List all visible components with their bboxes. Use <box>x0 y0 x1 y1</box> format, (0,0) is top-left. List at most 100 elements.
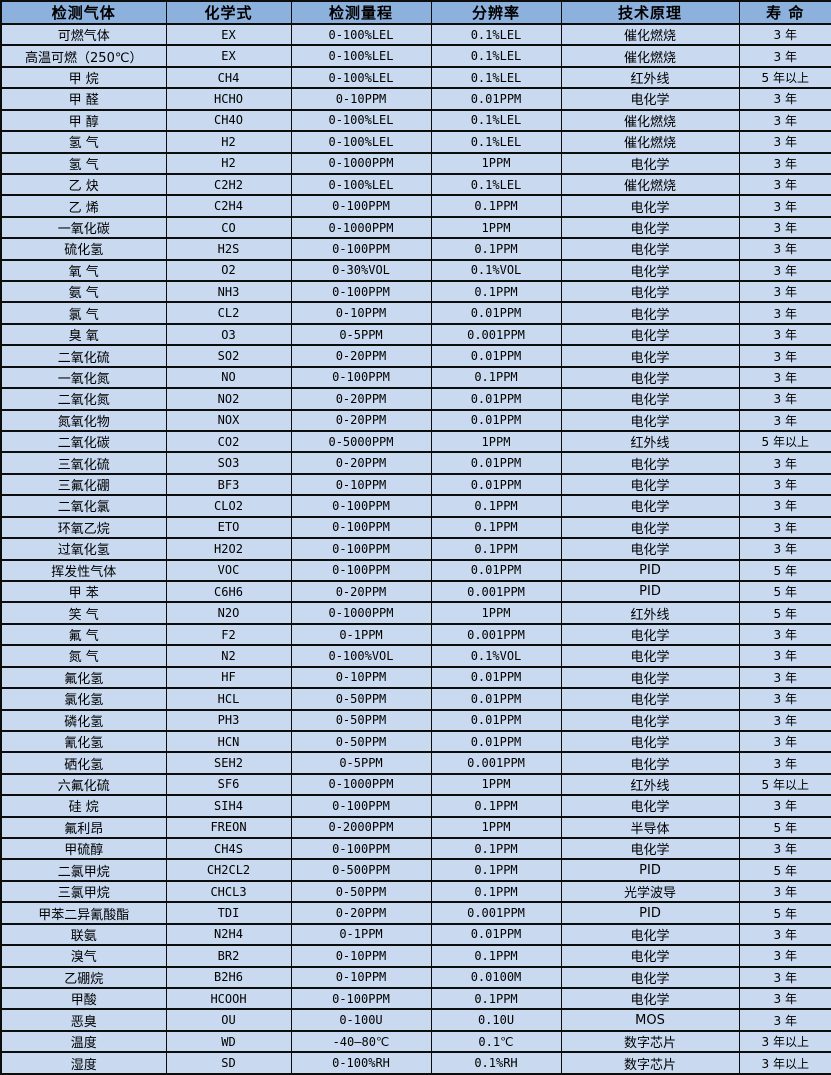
table-cell: 0.01PPM <box>430 387 562 411</box>
table-cell: NO2 <box>165 387 292 411</box>
table-cell: 三氟化硼 <box>0 472 167 497</box>
table-cell: TDI <box>165 901 292 925</box>
table-row: 氯 气 CL2 0-10PPM 0.01PPM 电化学 3 年 <box>0 301 831 325</box>
table-cell: 3 年 <box>738 451 831 475</box>
table-cell: 0.01PPM <box>430 451 562 475</box>
table-cell: 氟化氢 <box>0 665 167 690</box>
table-row: 三氯甲烷 CHCL3 0-50PPM 0.1PPM 光学波导 3 年 <box>0 879 831 904</box>
table-row: 甲 烷 CH4 0-100%LEL 0.1%LEL 红外线 5 年以上 <box>0 65 831 90</box>
table-cell: 氯 气 <box>0 301 167 325</box>
table-cell: CO2 <box>165 429 292 454</box>
table-cell: 0.1PPM <box>430 515 562 540</box>
table-cell: 3 年 <box>738 708 831 732</box>
table-row: 溴气 BR2 0-10PPM 0.1PPM 电化学 3 年 <box>0 944 831 968</box>
table-cell: NOX <box>165 408 292 433</box>
table-cell: 二氧化硫 <box>0 344 167 368</box>
table-row: 湿度 SD 0-100%RH 0.1%RH 数字芯片 3 年以上 <box>0 1051 831 1075</box>
table-cell: 电化学 <box>560 472 740 497</box>
table-cell: 3 年 <box>738 44 831 68</box>
table-cell: 1PPM <box>430 772 562 797</box>
table-cell: 3 年 <box>738 879 831 904</box>
table-row: 过氧化氢 H2O2 0-100PPM 0.1PPM 电化学 3 年 <box>0 537 831 561</box>
table-row: 恶臭 OU 0-100U 0.10U MOS 3 年 <box>0 1008 831 1032</box>
table-row: 甲硫醇 CH4S 0-100PPM 0.1PPM 电化学 3 年 <box>0 837 831 861</box>
column-header-4: 分辨率 <box>430 0 562 25</box>
table-row: 氮 气 N2 0-100%VOL 0.1%VOL 电化学 3 年 <box>0 644 831 668</box>
table-cell: 数字芯片 <box>560 1029 740 1054</box>
table-cell: 0-100%LEL <box>290 108 432 133</box>
table-cell: 3 年 <box>738 130 831 154</box>
table-row: 笑 气 N2O 0-1000PPM 1PPM 红外线 5 年 <box>0 601 831 625</box>
table-cell: 0-1000PPM <box>290 772 432 797</box>
table-cell: C2H4 <box>165 194 292 218</box>
table-cell: 挥发性气体 <box>0 558 167 582</box>
table-cell: 0-10PPM <box>290 301 432 325</box>
table-cell: 0-50PPM <box>290 687 432 711</box>
table-cell: 一氧化氮 <box>0 365 167 390</box>
table-cell: 0-100PPM <box>290 794 432 818</box>
table-cell: 0.1%LEL <box>430 22 562 47</box>
table-cell: 5 年 <box>738 901 831 925</box>
table-cell: 红外线 <box>560 772 740 797</box>
table-cell: C2H2 <box>165 172 292 197</box>
table-cell: 电化学 <box>560 322 740 347</box>
table-cell: 0-100PPM <box>290 194 432 218</box>
table-cell: 甲 苯 <box>0 579 167 604</box>
table-cell: 3 年 <box>738 687 831 711</box>
table-cell: 电化学 <box>560 280 740 304</box>
table-cell: 0-5000PPM <box>290 429 432 454</box>
table-cell: 0-10PPM <box>290 965 432 990</box>
table-row: 环氧乙烷 ETO 0-100PPM 0.1PPM 电化学 3 年 <box>0 515 831 540</box>
table-cell: 臭 氧 <box>0 322 167 347</box>
table-cell: 0.01PPM <box>430 729 562 754</box>
table-row: 挥发性气体 VOC 0-100PPM 0.01PPM PID 5 年 <box>0 558 831 582</box>
table-cell: 0-5PPM <box>290 751 432 775</box>
table-cell: 0-100PPM <box>290 280 432 304</box>
table-cell: 3 年 <box>738 837 831 861</box>
table-cell: SIH4 <box>165 794 292 818</box>
table-cell: 催化燃烧 <box>560 22 740 47</box>
table-cell: 5 年 <box>738 815 831 840</box>
table-cell: 六氟化硫 <box>0 772 167 797</box>
table-cell: 0.01PPM <box>430 558 562 582</box>
table-cell: 0.1PPM <box>430 837 562 861</box>
table-cell: 红外线 <box>560 65 740 90</box>
table-cell: 0.01PPM <box>430 408 562 433</box>
table-cell: 0.1%LEL <box>430 172 562 197</box>
table-cell: 0.1%RH <box>430 1051 562 1075</box>
table-cell: 5 年以上 <box>738 772 831 797</box>
table-cell: 联氨 <box>0 922 167 947</box>
table-cell: 笑 气 <box>0 601 167 625</box>
table-cell: 3 年以上 <box>738 1029 831 1054</box>
table-cell: 0.1PPM <box>430 794 562 818</box>
table-cell: MOS <box>560 1008 740 1032</box>
table-cell: 数字芯片 <box>560 1051 740 1075</box>
table-cell: 0-100%LEL <box>290 172 432 197</box>
table-cell: 乙 烯 <box>0 194 167 218</box>
table-cell: SEH2 <box>165 751 292 775</box>
table-cell: 0.1%LEL <box>430 130 562 154</box>
table-cell: 3 年 <box>738 729 831 754</box>
table-row: 甲 醛 HCHO 0-10PPM 0.01PPM 电化学 3 年 <box>0 87 831 111</box>
table-cell: 电化学 <box>560 237 740 261</box>
table-cell: 0.1PPM <box>430 986 562 1011</box>
table-cell: 0-500PPM <box>290 858 432 882</box>
table-cell: 电化学 <box>560 729 740 754</box>
table-cell: 氢 气 <box>0 130 167 154</box>
table-cell: 0-100PPM <box>290 515 432 540</box>
table-cell: 电化学 <box>560 387 740 411</box>
table-cell: N2 <box>165 644 292 668</box>
table-cell: PH3 <box>165 708 292 732</box>
table-cell: 二氯甲烷 <box>0 858 167 882</box>
table-row: 一氧化碳 CO 0-1000PPM 1PPM 电化学 3 年 <box>0 215 831 240</box>
table-cell: 0.01PPM <box>430 344 562 368</box>
table-cell: 0-5PPM <box>290 322 432 347</box>
table-cell: 1PPM <box>430 215 562 240</box>
table-cell: 0-10PPM <box>290 472 432 497</box>
table-cell: CL2 <box>165 301 292 325</box>
table-cell: 0.01PPM <box>430 87 562 111</box>
table-row: 硒化氢 SEH2 0-5PPM 0.001PPM 电化学 3 年 <box>0 751 831 775</box>
table-cell: 乙硼烷 <box>0 965 167 990</box>
table-cell: 0-2000PPM <box>290 815 432 840</box>
table-cell: 0-50PPM <box>290 708 432 732</box>
